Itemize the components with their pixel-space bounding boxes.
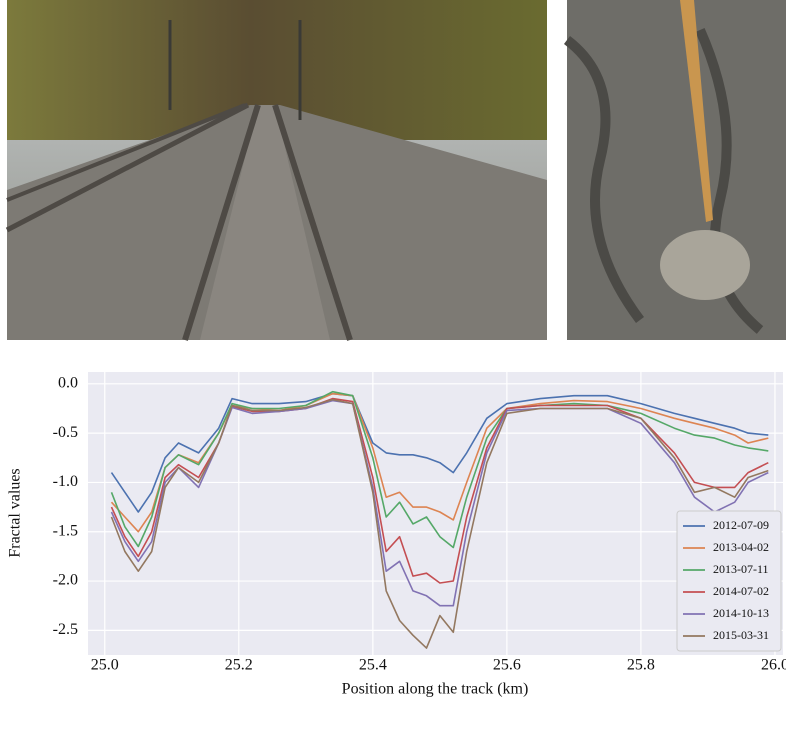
- series-line: [110, 392, 769, 533]
- legend: 2012-07-09 2013-04-02 2013-07-11 2014-07-02…: [676, 510, 782, 652]
- x-tick-label: 25.0: [91, 657, 119, 674]
- ticks: 0.0 -0.5 -1.0 -1.5 -2.0 -2.5 25.0 25.2 25.4 25.6 2…: [53, 375, 786, 674]
- series-line: [110, 398, 769, 649]
- legend-label: 2014-10-13: [713, 606, 769, 620]
- x-axis-label: Position along the track (km): [342, 681, 529, 698]
- y-tick-label: -1.0: [53, 473, 78, 490]
- legend-label: 2013-04-02: [713, 540, 769, 554]
- series-line: [110, 399, 769, 607]
- soil-photo: [563, 0, 786, 340]
- legend-label: 2014-07-02: [713, 584, 769, 598]
- series-line: [110, 397, 769, 584]
- y-axis-label: Fractal values: [7, 468, 24, 557]
- x-tick-label: 26.0: [761, 657, 786, 674]
- lines: [110, 390, 769, 649]
- y-tick-label: 0.0: [58, 375, 78, 392]
- x-tick-label: 25.2: [225, 657, 253, 674]
- y-tick-label: -2.5: [53, 621, 78, 638]
- legend-label: 2013-07-11: [713, 562, 769, 576]
- x-tick-label: 25.6: [493, 657, 521, 674]
- y-tick-label: -1.5: [53, 522, 78, 539]
- x-tick-label: 25.8: [627, 657, 655, 674]
- x-tick-label: 25.4: [359, 657, 387, 674]
- y-tick-label: -2.0: [53, 572, 78, 589]
- legend-box: [676, 510, 782, 652]
- track-photo: [5, 0, 547, 341]
- series-line: [110, 392, 769, 513]
- legend-label: 2012-07-09: [713, 518, 769, 532]
- y-tick-label: -0.5: [53, 424, 78, 441]
- legend-label: 2015-03-31: [713, 628, 769, 642]
- grid: [88, 372, 783, 655]
- series-line: [110, 390, 769, 549]
- plot-area: [88, 372, 783, 655]
